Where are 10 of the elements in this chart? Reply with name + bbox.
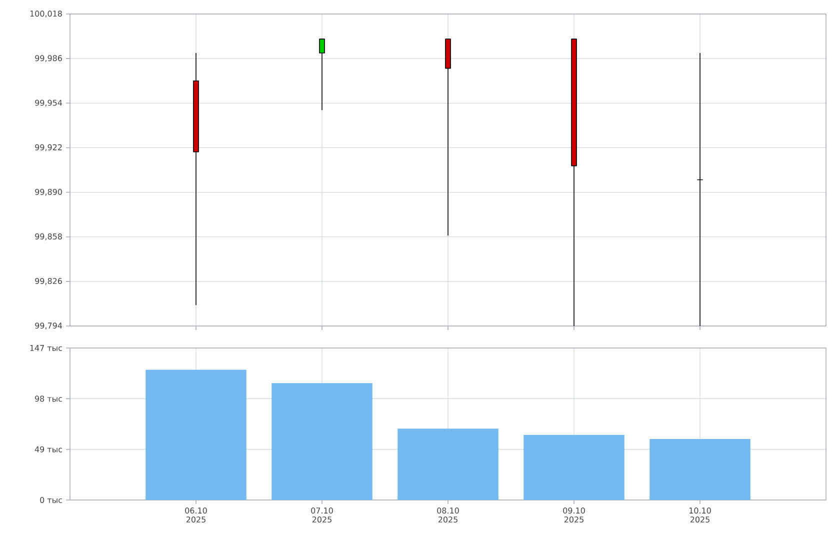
bar — [146, 370, 246, 500]
bar — [524, 434, 624, 500]
candlestick — [193, 52, 199, 306]
candlestick — [445, 38, 451, 236]
candlestick — [571, 38, 577, 326]
bar — [650, 439, 750, 500]
candlestick — [319, 38, 325, 111]
candlestick — [697, 52, 703, 326]
bar — [398, 428, 498, 500]
bar — [272, 383, 372, 500]
